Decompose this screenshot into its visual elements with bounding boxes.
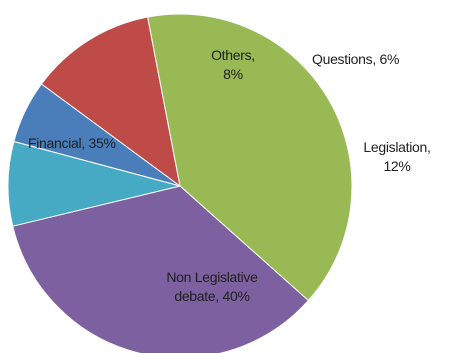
pie-slice-non-legislative-debate [147, 13, 353, 302]
pie-slice-legislation [40, 16, 181, 188]
pie-label-line: Financial, 35% [28, 135, 116, 151]
pie-label-legislation: Legislation, 12% [363, 139, 430, 174]
pie-label-line: Non Legislative [166, 269, 258, 285]
pie-label-non-legislative-debate: Non Legislative debate, 40% [166, 269, 258, 304]
pie-label-line: Legislation, [363, 139, 430, 155]
pie-label-line: Others, [211, 47, 255, 63]
pie-slices [7, 13, 353, 353]
pie-label-questions: Questions, 6% [312, 51, 399, 67]
pie-label-line: debate, 40% [174, 288, 249, 304]
pie-label-line: 8% [223, 66, 243, 82]
pie-label-financial: Financial, 35% [28, 135, 116, 151]
pie-labels: Questions, 6% Legislation, 12% Non Legislat… [28, 47, 431, 304]
pie-slice-others [7, 140, 181, 227]
pie-label-line: Questions, 6% [312, 51, 399, 67]
pie-label-line: 12% [383, 158, 410, 174]
pie-label-others: Others, 8% [211, 47, 255, 82]
